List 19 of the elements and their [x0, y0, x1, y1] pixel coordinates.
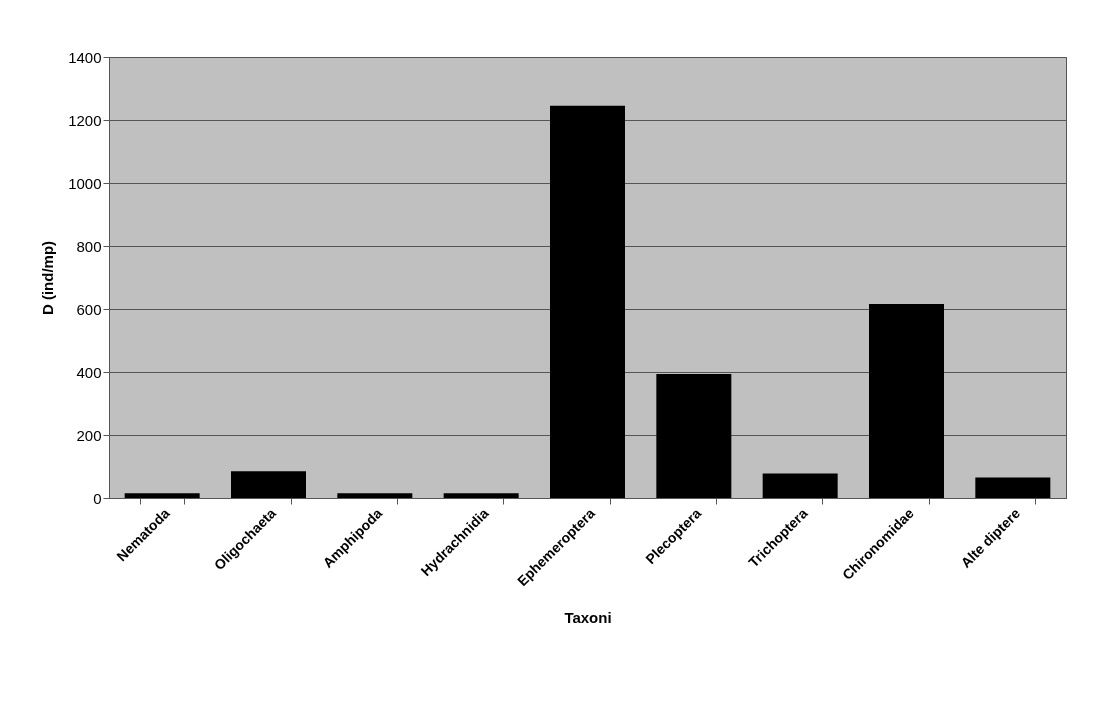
- bar: [337, 493, 413, 498]
- y-tick-label: 1000: [68, 174, 102, 192]
- bar: [231, 471, 306, 498]
- bar: [550, 105, 625, 498]
- bar: [762, 473, 838, 498]
- y-tick-label: 600: [76, 300, 102, 318]
- y-tick-label: 1400: [68, 48, 102, 66]
- y-tick-label: 1200: [68, 111, 102, 129]
- y-axis-title: D (ind/mp): [39, 240, 57, 316]
- y-tick-label: 0: [93, 489, 102, 507]
- y-tick-label: 400: [76, 363, 102, 381]
- x-axis-title: Taxoni: [564, 609, 612, 627]
- bar: [869, 303, 944, 498]
- y-tick-label: 200: [76, 426, 102, 444]
- bar: [443, 493, 519, 498]
- bar: [124, 493, 200, 498]
- y-tick-label: 800: [76, 237, 102, 255]
- bar: [975, 477, 1051, 498]
- bar: [656, 373, 732, 498]
